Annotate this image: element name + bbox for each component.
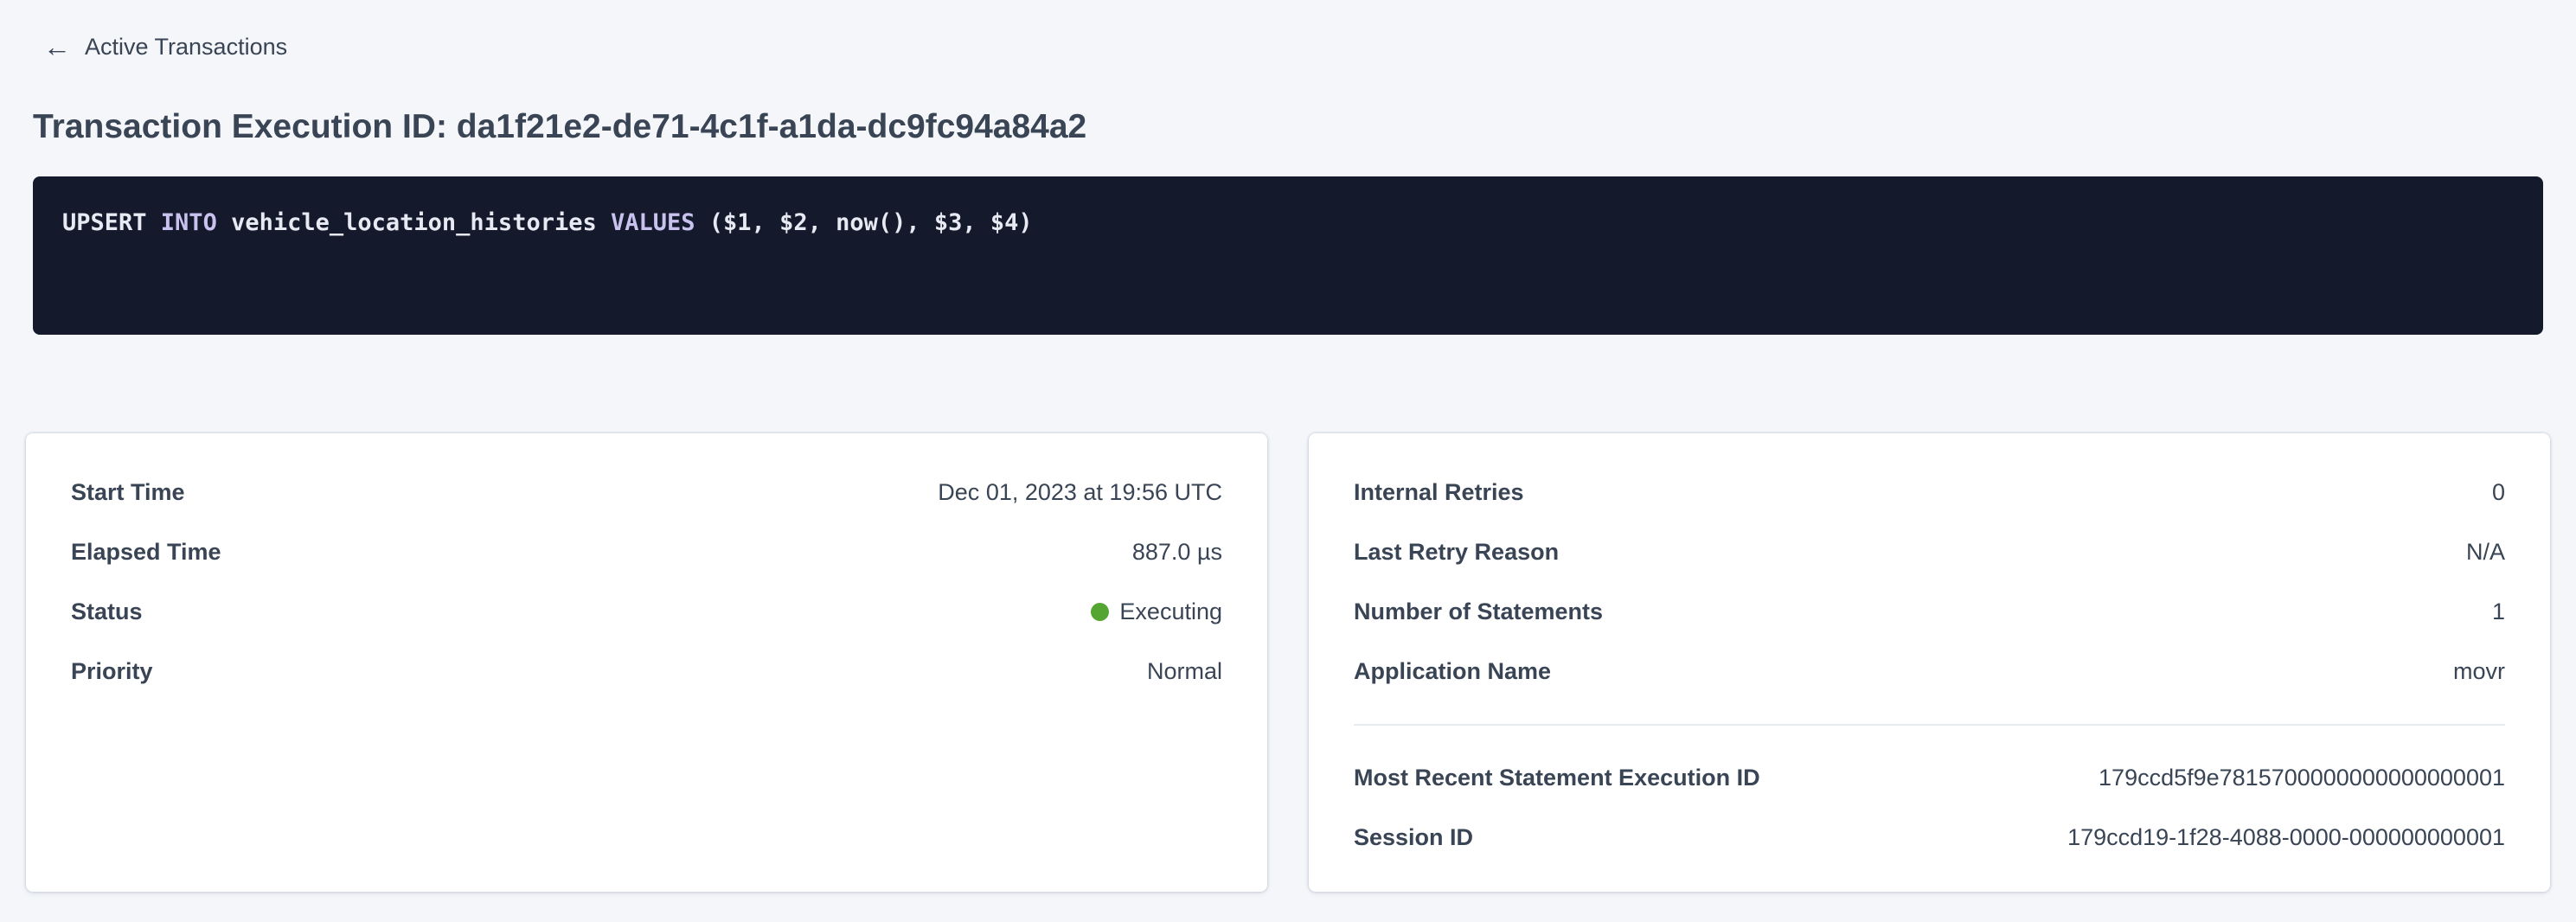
status-value: Executing	[1119, 599, 1222, 624]
status-row: Status Executing	[71, 582, 1222, 642]
last-retry-reason-label: Last Retry Reason	[1354, 539, 1560, 565]
statement-details-card: Internal Retries 0 Last Retry Reason N/A…	[1309, 433, 2550, 892]
sql-token: ($1, $2, now(), $3, $4)	[695, 209, 1033, 236]
card-section-divider	[1354, 724, 2505, 726]
priority-row: Priority Normal	[71, 642, 1222, 701]
sql-keyword-token: INTO	[160, 209, 217, 236]
elapsed-time-label: Elapsed Time	[71, 539, 221, 565]
start-time-row: Start Time Dec 01, 2023 at 19:56 UTC	[71, 463, 1222, 522]
elapsed-time-value: 887.0 µs	[1131, 539, 1222, 565]
sql-statement-box: UPSERT INTO vehicle_location_histories V…	[33, 176, 2543, 335]
priority-label: Priority	[71, 658, 153, 684]
page-title: Transaction Execution ID: da1f21e2-de71-…	[33, 108, 1087, 145]
status-executing-dot-icon	[1091, 603, 1110, 621]
internal-retries-row: Internal Retries 0	[1354, 463, 2505, 522]
most-recent-statement-execution-id-row: Most Recent Statement Execution ID 179cc…	[1354, 748, 2505, 808]
sql-statement-text: UPSERT INTO vehicle_location_histories V…	[62, 209, 2514, 237]
start-time-value: Dec 01, 2023 at 19:56 UTC	[938, 479, 1222, 505]
session-id-row: Session ID 179ccd19-1f28-4088-0000-00000…	[1354, 808, 2505, 868]
sql-token: vehicle_location_histories	[216, 209, 611, 236]
start-time-label: Start Time	[71, 479, 185, 505]
internal-retries-label: Internal Retries	[1354, 479, 1524, 505]
priority-value: Normal	[1146, 658, 1222, 684]
arrow-left-icon: ←	[43, 31, 71, 62]
number-of-statements-value: 1	[2491, 599, 2505, 624]
elapsed-time-row: Elapsed Time 887.0 µs	[71, 522, 1222, 582]
number-of-statements-label: Number of Statements	[1354, 599, 1604, 624]
last-retry-reason-value: N/A	[2465, 539, 2505, 565]
number-of-statements-row: Number of Statements 1	[1354, 582, 2505, 642]
back-link-active-transactions[interactable]: ← Active Transactions	[0, 0, 287, 61]
back-link-label: Active Transactions	[85, 34, 288, 60]
application-name-value: movr	[2453, 658, 2505, 684]
application-name-label: Application Name	[1354, 658, 1552, 684]
session-id-link[interactable]: 179ccd19-1f28-4088-0000-000000000001	[2067, 824, 2505, 850]
sql-token: UPSERT	[62, 209, 161, 236]
session-id-label: Session ID	[1354, 824, 1474, 850]
summary-cards: Start Time Dec 01, 2023 at 19:56 UTC Ela…	[26, 433, 2550, 892]
statement-execution-id-link[interactable]: 179ccd5f9e7815700000000000000001	[2099, 765, 2505, 791]
status-badge: Executing	[1091, 599, 1222, 625]
application-name-row: Application Name movr	[1354, 642, 2505, 701]
most-recent-statement-execution-id-label: Most Recent Statement Execution ID	[1354, 765, 1760, 791]
last-retry-reason-row: Last Retry Reason N/A	[1354, 522, 2505, 582]
transaction-details-card: Start Time Dec 01, 2023 at 19:56 UTC Ela…	[26, 433, 1267, 892]
status-label: Status	[71, 599, 143, 624]
internal-retries-value: 0	[2491, 479, 2505, 505]
sql-keyword-token: VALUES	[610, 209, 695, 236]
